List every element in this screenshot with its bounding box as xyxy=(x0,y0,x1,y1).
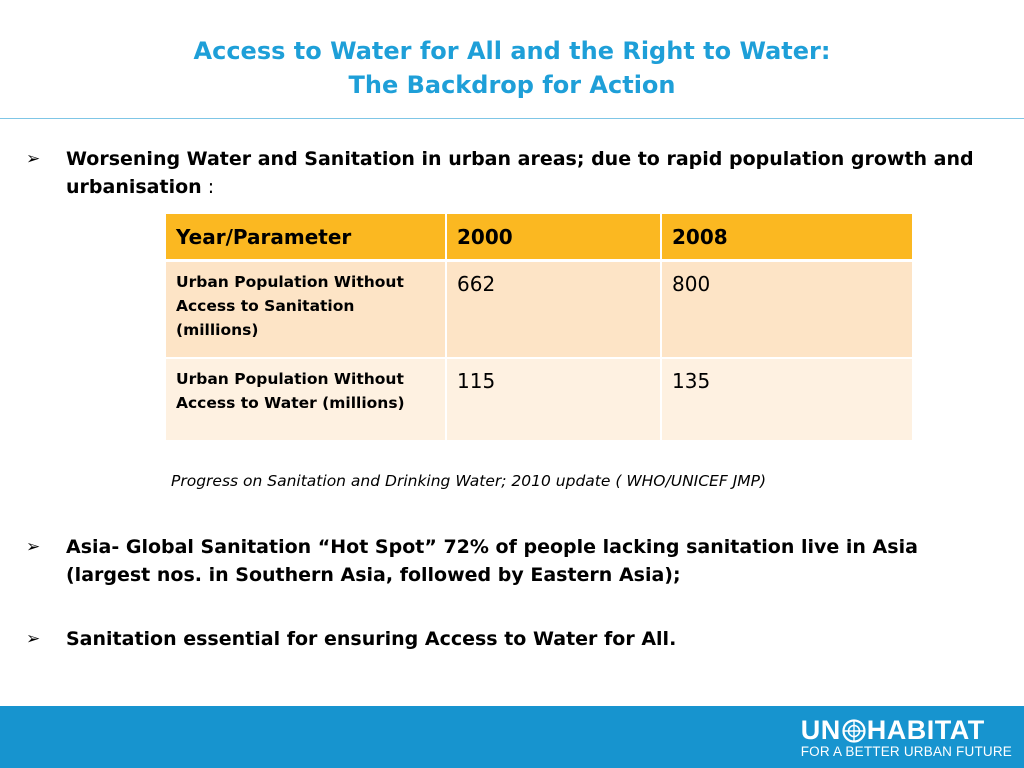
bullet-text: Sanitation essential for ensuring Access… xyxy=(66,628,677,650)
bullet-text: Asia- Global Sanitation “Hot Spot” 72% o… xyxy=(66,536,918,586)
bullet-sanitation-essential: ➢ Sanitation essential for ensuring Acce… xyxy=(26,625,1001,653)
logo-tagline: FOR A BETTER URBAN FUTURE xyxy=(800,744,1012,759)
arrow-bullet-icon: ➢ xyxy=(26,629,41,649)
bullet-text: Worsening Water and Sanitation in urban … xyxy=(66,148,974,198)
slide-title: Access to Water for All and the Right to… xyxy=(0,34,1024,102)
un-globe-icon xyxy=(842,719,866,743)
row-parameter: Urban Population Without Access to Water… xyxy=(166,359,447,442)
bullet-colon: : xyxy=(201,176,215,198)
slide-title-line-2: The Backdrop for Action xyxy=(348,71,676,99)
title-divider xyxy=(0,118,1024,119)
arrow-bullet-icon: ➢ xyxy=(26,537,41,557)
arrow-bullet-icon: ➢ xyxy=(26,149,41,169)
row-value-2000: 115 xyxy=(447,359,662,442)
table-row: Urban Population Without Access to Sanit… xyxy=(166,262,912,359)
bullet-asia-hotspot: ➢ Asia- Global Sanitation “Hot Spot” 72%… xyxy=(26,533,1001,589)
table-header-row: Year/Parameter 2000 2008 xyxy=(166,214,912,262)
row-value-2000: 662 xyxy=(447,262,662,359)
logo-un: UN xyxy=(800,715,841,745)
table-row: Urban Population Without Access to Water… xyxy=(166,359,912,442)
footer-band: UN HABITAT FOR A BETTER URBAN FUTURE xyxy=(0,706,1024,768)
slide-title-line-1: Access to Water for All and the Right to… xyxy=(193,37,831,65)
bullet-urban-worsening: ➢ Worsening Water and Sanitation in urba… xyxy=(26,145,1001,201)
row-parameter: Urban Population Without Access to Sanit… xyxy=(166,262,447,359)
row-value-2008: 800 xyxy=(662,262,912,359)
header-year-parameter: Year/Parameter xyxy=(166,214,447,262)
logo-habitat: HABITAT xyxy=(866,715,985,745)
un-habitat-logo: UN HABITAT FOR A BETTER URBAN FUTURE xyxy=(801,716,1012,760)
header-2000: 2000 xyxy=(447,214,662,262)
header-2008: 2008 xyxy=(662,214,912,262)
source-citation: Progress on Sanitation and Drinking Wate… xyxy=(171,472,767,490)
water-sanitation-table: Year/Parameter 2000 2008 Urban Populatio… xyxy=(166,214,912,442)
row-value-2008: 135 xyxy=(662,359,912,442)
